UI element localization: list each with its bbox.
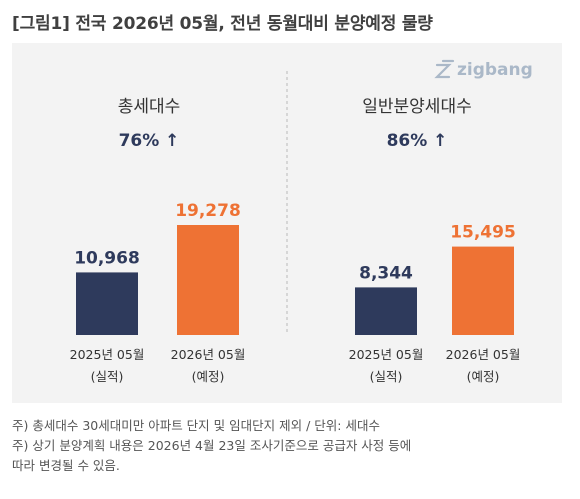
footnote-3: 따라 변경될 수 있음. bbox=[12, 458, 120, 473]
bar bbox=[177, 225, 239, 335]
bar bbox=[452, 246, 514, 335]
zigbang-logo-icon bbox=[434, 59, 455, 79]
category-label: 2026년 05월 bbox=[446, 347, 521, 362]
category-label: (예정) bbox=[192, 369, 225, 384]
chart-title: 일반분양세대수 bbox=[362, 97, 471, 117]
data-label: 19,278 bbox=[175, 201, 241, 221]
footnote-1: 주) 총세대수 30세대미만 아파트 단지 및 임대단지 제외 / 단위: 세대… bbox=[12, 418, 380, 433]
category-label: (예정) bbox=[467, 369, 500, 384]
chart-panel: zigbang 총세대수 76% ↑ 10,968 2025년 05월 (실적) 19,2… bbox=[12, 43, 562, 403]
category-label: (실적) bbox=[370, 369, 403, 384]
bar bbox=[355, 287, 417, 335]
chart-growth-label: 86% ↑ bbox=[387, 131, 448, 151]
category-label: (실적) bbox=[91, 369, 124, 384]
data-label: 10,968 bbox=[74, 248, 140, 268]
chart-canvas: zigbang 총세대수 76% ↑ 10,968 2025년 05월 (실적) 19,2… bbox=[70, 59, 533, 384]
chart-growth-label: 76% ↑ bbox=[119, 131, 180, 151]
category-label: 2026년 05월 bbox=[171, 347, 246, 362]
page-title: [그림1] 전국 2026년 05월, 전년 동월대비 분양예정 물량 bbox=[12, 14, 433, 34]
bar bbox=[76, 272, 138, 335]
chart-title: 총세대수 bbox=[118, 97, 181, 117]
category-label: 2025년 05월 bbox=[349, 347, 424, 362]
zigbang-logo: zigbang bbox=[434, 59, 533, 80]
footnote-2: 주) 상기 분양계획 내용은 2026년 4월 23일 조사기준으로 공급자 사… bbox=[12, 438, 412, 453]
footnotes: 주) 총세대수 30세대미만 아파트 단지 및 임대단지 제외 / 단위: 세대… bbox=[12, 416, 572, 476]
data-label: 15,495 bbox=[450, 223, 516, 243]
zigbang-logo-text: zigbang bbox=[457, 60, 533, 80]
data-label: 8,344 bbox=[359, 263, 413, 283]
category-label: 2025년 05월 bbox=[70, 347, 145, 362]
